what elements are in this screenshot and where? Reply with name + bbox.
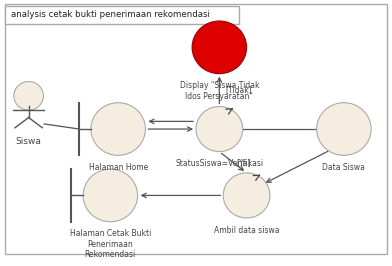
Text: Ambil data siswa: Ambil data siswa xyxy=(214,226,279,235)
Ellipse shape xyxy=(196,106,243,152)
Ellipse shape xyxy=(83,169,138,222)
Ellipse shape xyxy=(91,103,145,155)
Ellipse shape xyxy=(192,21,247,74)
Text: Siswa: Siswa xyxy=(16,137,42,146)
Ellipse shape xyxy=(14,82,44,110)
Text: Halaman Cetak Bukti
Penerimaan
Rekomendasi: Halaman Cetak Bukti Penerimaan Rekomenda… xyxy=(70,229,151,259)
Text: Halaman Home: Halaman Home xyxy=(89,163,148,172)
Text: Display "Siswa Tidak
Idos Persyaratan": Display "Siswa Tidak Idos Persyaratan" xyxy=(180,81,259,101)
Text: [Tidak]: [Tidak] xyxy=(225,86,252,95)
Text: [Ya]: [Ya] xyxy=(237,158,251,167)
Ellipse shape xyxy=(317,103,371,155)
Text: analysis cetak bukti penerimaan rekomendasi: analysis cetak bukti penerimaan rekomend… xyxy=(11,10,210,19)
Text: StatusSiswa=Verifikasi: StatusSiswa=Verifikasi xyxy=(175,159,263,168)
FancyBboxPatch shape xyxy=(5,6,239,24)
Ellipse shape xyxy=(223,173,270,218)
Text: Data Siswa: Data Siswa xyxy=(323,163,365,172)
